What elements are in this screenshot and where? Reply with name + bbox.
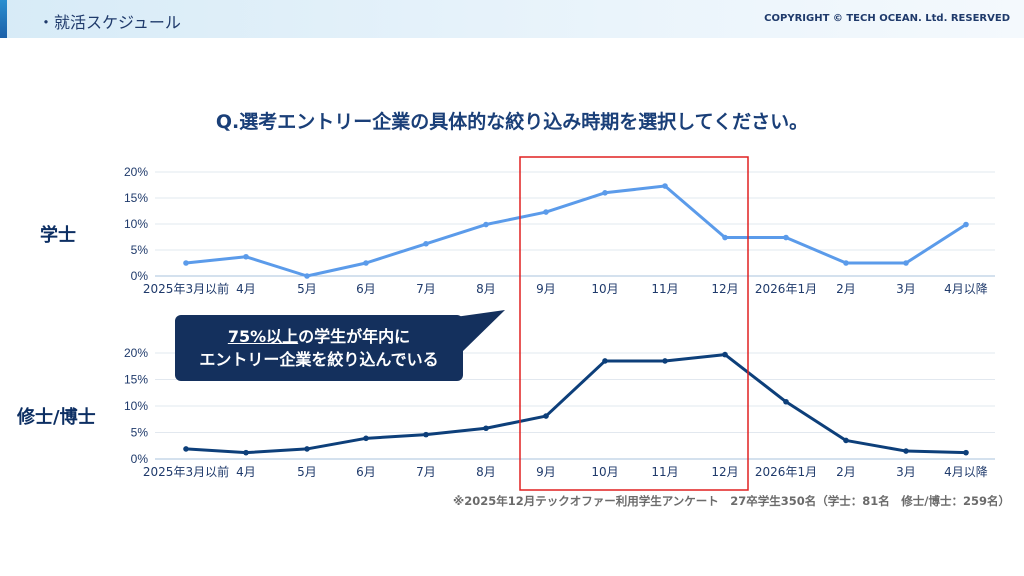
y-tick-label: 5% [131,426,149,440]
data-point [543,209,549,215]
data-point [483,425,489,432]
data-point [304,446,310,452]
data-point [602,358,608,364]
data-point [363,435,369,442]
data-point [783,234,789,241]
x-tick-label: 4月以降 [944,465,988,479]
x-tick-label: 3月 [896,465,916,479]
y-tick-label: 15% [124,191,148,205]
data-point [903,448,909,454]
data-point [243,449,249,456]
data-point [903,260,909,266]
x-tick-label: 2025年3月以前 [143,281,229,296]
header-bar: ・就活スケジュール COPYRIGHT © TECH OCEAN. Ltd. R… [0,0,1024,38]
series-line [185,184,967,278]
data-point [722,351,728,358]
data-point [363,260,369,266]
y-tick-label: 20% [124,346,148,360]
y-tick-label: 20% [124,165,148,179]
y-tick-label: 15% [124,373,148,387]
x-tick-label: 11月 [651,465,678,479]
page-title: ・就活スケジュール [38,13,181,32]
header-accent [0,0,7,38]
data-point [783,398,789,405]
x-tick-label: 3月 [896,282,916,296]
data-point [483,221,489,228]
x-tick-label: 4月 [236,282,256,296]
x-tick-label: 7月 [416,282,436,296]
data-point [963,449,969,456]
data-point [662,358,668,364]
data-point [843,437,849,444]
footnote: ※2025年12月テックオファー利用学生アンケート 27卒学生350名（学士：8… [453,494,1010,508]
data-point [243,253,249,260]
x-tick-label: 6月 [356,465,376,479]
y-tick-label: 10% [124,399,148,413]
callout-highlight: 75%以上 [227,327,299,346]
y-tick-label: 5% [131,243,149,257]
data-point [183,446,189,452]
x-tick-label: 2026年1月 [755,465,817,479]
data-point [722,234,728,241]
x-tick-label: 2月 [836,465,856,479]
x-tick-label: 2025年3月以前 [143,464,229,479]
data-point [543,413,549,419]
x-tick-label: 4月 [236,465,256,479]
x-tick-label: 8月 [476,465,496,479]
data-point [843,260,849,266]
bachelor-row-label: 学士 [40,225,76,246]
x-tick-label: 9月 [536,282,556,296]
insight-callout: 75%以上の学生が年内に エントリー企業を絞り込んでいる [175,315,463,381]
data-point [423,240,429,247]
data-point [183,260,189,266]
x-tick-label: 6月 [356,282,376,296]
x-tick-label: 11月 [651,282,678,296]
data-point [423,431,429,438]
copyright-text: COPYRIGHT © TECH OCEAN. Ltd. RESERVED [764,13,1010,24]
x-tick-label: 5月 [297,282,317,296]
callout-line-2: エントリー企業を絞り込んでいる [199,350,439,369]
x-tick-label: 12月 [711,465,738,479]
data-point [304,273,310,279]
highlight-box [519,156,749,491]
x-tick-label: 12月 [711,282,738,296]
x-tick-label: 10月 [591,465,618,479]
data-point [963,221,969,228]
callout-line-1-rest: の学生が年内に [298,327,411,346]
callout-line-1: 75%以上の学生が年内に [175,325,463,348]
x-tick-label: 2月 [836,282,856,296]
x-tick-label: 9月 [536,465,556,479]
y-tick-label: 10% [124,217,148,231]
x-tick-label: 8月 [476,282,496,296]
x-tick-label: 5月 [297,465,317,479]
data-point [602,190,608,196]
series-line [185,353,967,455]
y-tick-label: 0% [131,452,149,466]
survey-question: Q.選考エントリー企業の具体的な絞り込み時期を選択してください。 [215,111,809,133]
y-tick-label: 0% [131,269,149,283]
x-tick-label: 10月 [591,282,618,296]
x-tick-label: 2026年1月 [755,282,817,296]
data-point [662,183,668,189]
x-tick-label: 7月 [416,465,436,479]
x-tick-label: 4月以降 [944,282,988,296]
master-row-label: 修士/博士 [17,407,96,428]
